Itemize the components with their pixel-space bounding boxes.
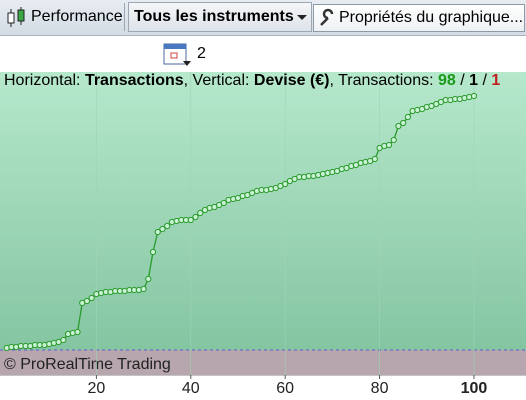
info-text: Horizontal: — [4, 72, 81, 89]
separator: / — [482, 72, 487, 89]
x-axis-band — [0, 375, 526, 400]
plot-background — [0, 72, 526, 375]
trade-point — [404, 113, 411, 121]
trade-point — [400, 119, 407, 127]
separator: / — [460, 72, 465, 89]
trade-point — [164, 222, 171, 230]
info-value: Devise (€) — [253, 72, 330, 89]
trade-point — [192, 213, 199, 221]
trade-point — [470, 92, 478, 100]
properties-label: Propriétés du graphique... — [339, 9, 524, 26]
properties-button[interactable]: Propriétés du graphique... — [313, 4, 525, 32]
trade-point — [282, 180, 289, 188]
x-tick-label: 100 — [461, 380, 488, 397]
info-text: , Vertical: — [183, 72, 250, 89]
instruments-label: Tous les instruments — [134, 8, 294, 25]
performance-label: Performance — [31, 8, 123, 25]
trade-point — [371, 155, 378, 163]
x-tick-label: 80 — [371, 380, 389, 397]
x-tick-label: 60 — [276, 380, 294, 397]
toolbar: Performance Tous les instruments Proprié… — [0, 0, 526, 36]
info-value: Transactions — [84, 72, 184, 89]
dropdown-arrow — [297, 15, 307, 20]
trade-point — [220, 199, 227, 207]
performance-button[interactable]: Performance — [3, 3, 125, 31]
trade-point — [197, 209, 204, 217]
watermark: © ProRealTime Trading — [4, 356, 171, 373]
x-tick-label: 20 — [87, 380, 105, 397]
neutral-count: 1 — [469, 72, 479, 89]
calendar-icon — [163, 43, 191, 66]
performance-icon — [7, 7, 25, 27]
trade-point — [145, 275, 152, 283]
trade-point — [390, 136, 397, 144]
trade-point — [88, 294, 95, 302]
trade-point — [154, 228, 161, 236]
below-zero-area — [0, 350, 526, 375]
trade-point — [149, 248, 157, 256]
wins-count: 98 — [438, 72, 456, 89]
wrench-icon — [320, 8, 334, 26]
trade-point — [74, 328, 81, 336]
trade-point — [83, 297, 91, 305]
info-text: , Transactions: — [329, 72, 434, 89]
losses-count: 1 — [491, 72, 501, 89]
trade-point — [385, 141, 393, 149]
trade-point — [159, 225, 166, 233]
trade-point — [60, 336, 67, 344]
trade-point — [187, 216, 194, 224]
trade-point — [140, 285, 147, 293]
chart: © ProRealTime Trading 20 40 60 80 100 — [0, 72, 526, 400]
info-line: Horizontal: Transactions, Vertical: Devi… — [0, 72, 526, 90]
instruments-dropdown[interactable]: Tous les instruments — [128, 2, 312, 32]
x-tick-label: 40 — [182, 380, 200, 397]
trade-point — [395, 122, 402, 130]
